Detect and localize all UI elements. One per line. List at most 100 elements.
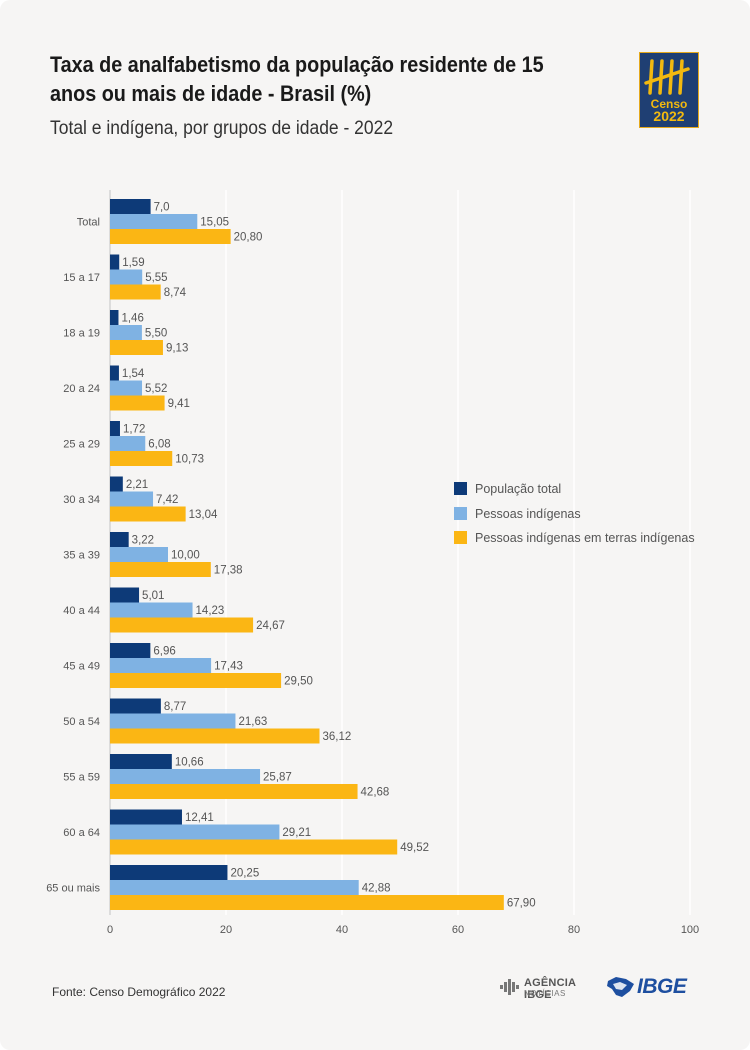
data-label: 5,55 [145, 272, 167, 284]
data-label: 67,90 [507, 898, 536, 910]
bar [110, 839, 398, 855]
data-label: 20,80 [234, 232, 263, 244]
bar [110, 587, 140, 603]
category-label: 18 a 19 [63, 328, 100, 340]
bar [110, 365, 119, 381]
bar [110, 269, 143, 285]
data-label: 36,12 [322, 731, 351, 743]
category-label: Total [77, 217, 100, 229]
bar [110, 547, 168, 562]
bar [110, 380, 143, 396]
data-label: 7,0 [154, 202, 170, 214]
bar [110, 451, 173, 466]
bar [110, 602, 193, 618]
bar [110, 880, 359, 895]
bar [110, 562, 211, 577]
chart-title: Taxa de analfabetismo da população resid… [50, 52, 544, 106]
bar [110, 229, 231, 244]
data-label: 8,77 [164, 701, 186, 713]
category-label: 60 a 64 [63, 827, 100, 839]
source-note: Fonte: Censo Demográfico 2022 [52, 985, 226, 999]
data-label: 42,68 [361, 787, 390, 799]
bar [110, 340, 163, 355]
bar [110, 199, 151, 214]
bar [110, 658, 212, 673]
data-label: 29,21 [282, 827, 311, 839]
bar [110, 769, 261, 784]
agencia-line1: AGÊNCIA IBGE [524, 977, 576, 1001]
data-label: 1,46 [121, 313, 143, 325]
chart-subtitle: Total e indígena, por grupos de idade - … [50, 118, 394, 139]
bar [110, 491, 154, 507]
bar [110, 310, 119, 325]
data-label: 49,52 [400, 842, 429, 854]
data-label: 9,13 [166, 343, 188, 355]
x-tick-label: 80 [568, 924, 580, 936]
bar [110, 617, 254, 633]
data-label: 12,41 [185, 812, 214, 824]
bar [110, 476, 123, 492]
agencia-bars-icon [500, 979, 519, 995]
data-label: 1,59 [122, 257, 144, 269]
tally-marks-icon [644, 59, 690, 95]
x-tick-label: 20 [220, 924, 232, 936]
data-label: 6,08 [148, 439, 170, 451]
data-label: 21,63 [238, 716, 267, 728]
data-label: 25,87 [263, 772, 292, 784]
bar [110, 506, 186, 522]
data-label: 5,52 [145, 383, 167, 395]
bar [110, 673, 282, 688]
data-label: 13,04 [189, 509, 218, 521]
category-label: 35 a 39 [63, 550, 100, 562]
data-label: 2,21 [126, 479, 148, 491]
category-label: 55 a 59 [63, 772, 100, 784]
data-label: 24,67 [256, 620, 285, 632]
bar [110, 325, 142, 340]
agencia-line2: NOTÍCIAS [524, 989, 566, 998]
data-label: 20,25 [230, 868, 259, 880]
bar [110, 284, 161, 300]
data-label: 17,38 [214, 565, 243, 577]
bar [110, 395, 165, 411]
bar [110, 643, 151, 658]
brazil-map-icon [607, 977, 634, 997]
data-label: 6,96 [153, 646, 175, 658]
legend-label: Pessoas indígenas em terras indígenas [475, 531, 695, 545]
ibge-wordmark: IBGE [637, 975, 687, 998]
category-label: 25 a 29 [63, 439, 100, 451]
data-label: 1,54 [122, 368, 145, 380]
category-label: 50 a 54 [63, 716, 100, 728]
data-label: 3,22 [132, 535, 154, 547]
bar [110, 254, 120, 270]
bar [110, 436, 146, 451]
data-label: 9,41 [168, 398, 190, 410]
bar [110, 754, 172, 769]
data-label: 17,43 [214, 661, 243, 673]
legend-swatch [454, 507, 467, 520]
data-label: 10,00 [171, 550, 200, 562]
legend-label: População total [475, 482, 561, 496]
bar [110, 895, 504, 910]
bar [110, 713, 236, 729]
category-label: 15 a 17 [63, 272, 100, 284]
data-label: 10,73 [175, 454, 204, 466]
agencia-ibge-logo: AGÊNCIA IBGE NOTÍCIAS [500, 975, 600, 1001]
data-label: 14,23 [196, 605, 225, 617]
logo-line1: Censo [650, 97, 688, 111]
bar [110, 809, 182, 825]
category-label: 30 a 34 [63, 494, 100, 506]
logo-line2: 2022 [653, 108, 685, 124]
category-label: 45 a 49 [63, 661, 100, 673]
bar [110, 532, 129, 547]
x-tick-label: 40 [336, 924, 348, 936]
data-label: 7,42 [156, 494, 178, 506]
bar-chart: 0 20 40 60 80 100 Total 7,0 15,05 20,80 15 a 17 1,5… [46, 190, 699, 936]
data-label: 42,88 [362, 883, 391, 895]
data-label: 5,01 [142, 590, 164, 602]
data-label: 1,72 [123, 424, 145, 436]
censo-logo: Censo 2022 [639, 52, 699, 128]
category-label: 20 a 24 [63, 383, 100, 395]
bar [110, 728, 320, 744]
bar [110, 784, 358, 799]
